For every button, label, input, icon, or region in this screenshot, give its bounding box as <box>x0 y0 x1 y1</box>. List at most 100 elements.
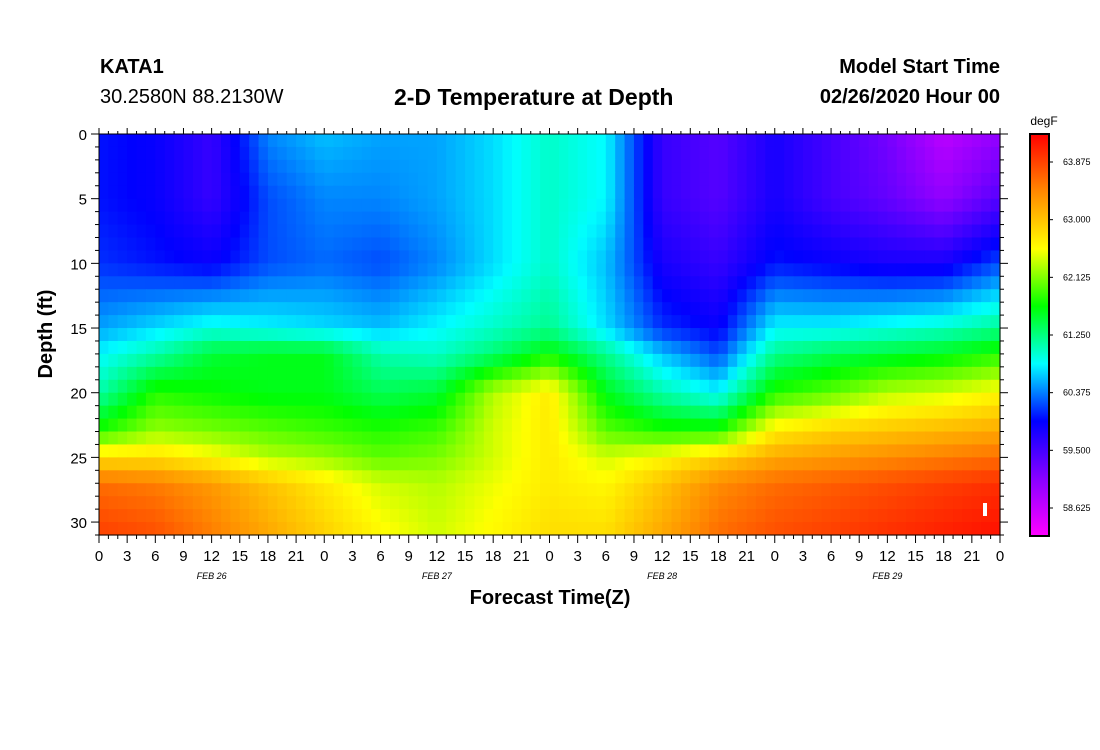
heatmap-cell <box>427 418 438 433</box>
heatmap-cell <box>230 172 241 187</box>
heatmap-cell <box>530 353 541 368</box>
heatmap-cell <box>333 185 344 200</box>
heatmap-cell <box>615 457 626 471</box>
heatmap-cell <box>136 198 147 213</box>
heatmap-cell <box>530 328 541 342</box>
heatmap-cell <box>568 470 579 484</box>
heatmap-cell <box>737 185 748 200</box>
heatmap-cell <box>183 392 194 407</box>
heatmap-cell <box>643 289 654 303</box>
heatmap-cell <box>117 185 128 200</box>
heatmap-cell <box>183 405 194 420</box>
heatmap-cell <box>314 172 325 187</box>
heatmap-cell <box>924 289 935 303</box>
x-tick-label: 3 <box>348 548 356 565</box>
heatmap-cell <box>483 302 494 316</box>
heatmap-cell <box>164 366 175 381</box>
heatmap-cell <box>934 172 945 187</box>
heatmap-cell <box>840 340 851 355</box>
heatmap-cell <box>249 276 260 290</box>
heatmap-cell <box>267 250 278 264</box>
heatmap-cell <box>371 198 382 213</box>
heatmap-cell <box>343 146 354 161</box>
station-id: KATA1 <box>100 56 164 78</box>
heatmap-cell <box>587 146 598 161</box>
heatmap-cell <box>765 379 776 394</box>
heatmap-cell <box>868 198 879 213</box>
heatmap-cell <box>164 315 175 329</box>
heatmap-cell <box>587 134 598 148</box>
heatmap-cell <box>802 392 813 407</box>
heatmap-cell <box>99 198 109 213</box>
heatmap-cell <box>793 509 804 523</box>
heatmap-cell <box>418 302 429 316</box>
heatmap-cell <box>934 159 945 174</box>
heatmap-cell <box>558 302 569 316</box>
heatmap-cell <box>493 302 504 316</box>
heatmap-cell <box>418 353 429 368</box>
heatmap-cell <box>746 185 757 200</box>
heatmap-cell <box>774 509 785 523</box>
heatmap-cell <box>680 237 691 252</box>
heatmap-cell <box>530 198 541 213</box>
heatmap-cell <box>465 392 476 407</box>
heatmap-cell <box>755 431 766 446</box>
heatmap-cell <box>127 263 138 277</box>
heatmap-cell <box>896 405 907 420</box>
heatmap-cell <box>239 405 250 420</box>
heatmap-cell <box>108 418 119 433</box>
heatmap-cell <box>896 431 907 446</box>
heatmap-cell <box>821 470 832 484</box>
heatmap-cell <box>558 353 569 368</box>
heatmap-cell <box>211 328 222 342</box>
heatmap-cell <box>352 522 363 536</box>
heatmap-cell <box>699 340 710 355</box>
heatmap-cell <box>436 457 447 471</box>
heatmap-cell <box>465 431 476 446</box>
heatmap-cell <box>436 328 447 342</box>
heatmap-cell <box>962 405 973 420</box>
heatmap-cell <box>465 315 476 329</box>
heatmap-cell <box>709 470 720 484</box>
heatmap-cell <box>802 211 813 226</box>
heatmap-cell <box>267 211 278 226</box>
heatmap-cell <box>371 237 382 252</box>
heatmap-cell <box>971 366 982 381</box>
heatmap-cell <box>286 496 297 510</box>
heatmap-cell <box>624 276 635 290</box>
heatmap-cell <box>174 379 185 394</box>
heatmap-cell <box>117 366 128 381</box>
heatmap-cell <box>633 405 644 420</box>
heatmap-cell <box>737 366 748 381</box>
heatmap-cell <box>643 211 654 226</box>
heatmap-cell <box>343 509 354 523</box>
heatmap-cell <box>934 224 945 239</box>
heatmap-cell <box>286 522 297 536</box>
heatmap-cell <box>427 211 438 226</box>
heatmap-cell <box>343 522 354 536</box>
heatmap-cell <box>896 146 907 161</box>
heatmap-cell <box>192 340 203 355</box>
heatmap-cell <box>436 185 447 200</box>
heatmap-cell <box>305 224 316 239</box>
heatmap-cell <box>859 392 870 407</box>
heatmap-cell <box>953 522 964 536</box>
heatmap-cell <box>831 431 842 446</box>
heatmap-cell <box>643 328 654 342</box>
heatmap-cell <box>671 315 682 329</box>
heatmap-cell <box>211 263 222 277</box>
heatmap-cell <box>906 315 917 329</box>
heatmap-cell <box>633 250 644 264</box>
heatmap-cell <box>896 366 907 381</box>
heatmap-cell <box>746 198 757 213</box>
heatmap-cell <box>953 302 964 316</box>
heatmap-cell <box>230 134 241 148</box>
heatmap-cell <box>127 431 138 446</box>
heatmap-cell <box>906 302 917 316</box>
heatmap-cell <box>962 302 973 316</box>
heatmap-cell <box>371 250 382 264</box>
heatmap-cell <box>483 509 494 523</box>
heatmap-cell <box>633 522 644 536</box>
heatmap-cell <box>831 366 842 381</box>
